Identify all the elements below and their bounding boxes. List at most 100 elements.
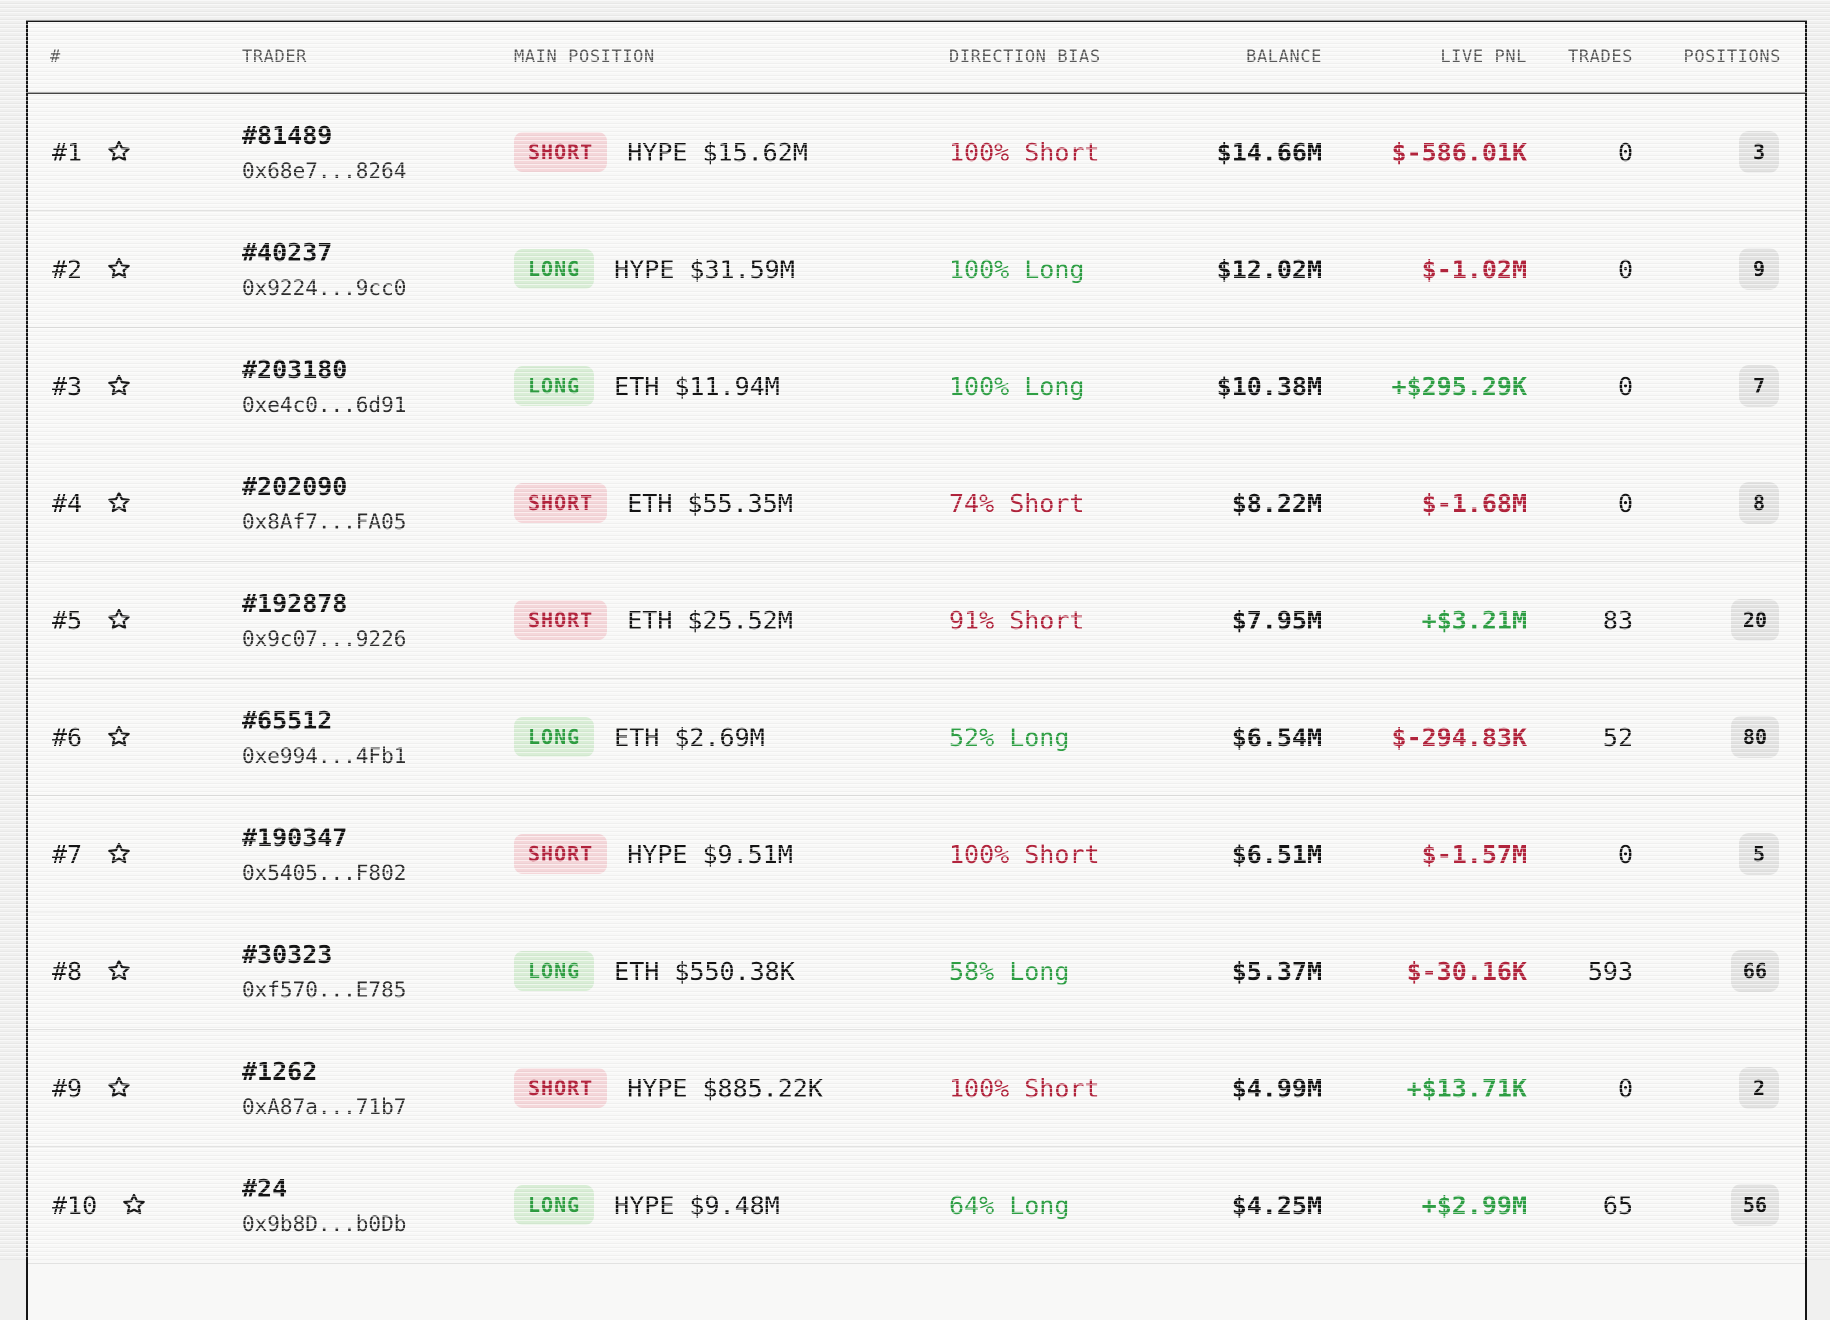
star-icon: [106, 373, 132, 399]
trader-name: #30323: [242, 942, 514, 967]
trader-cell: #202090 0x8Af7...FA05: [242, 474, 514, 533]
trader-address: 0x9224...9cc0: [242, 278, 514, 299]
positions-count-badge: 66: [1731, 950, 1779, 992]
trader-row[interactable]: #1 #81489 0x68e7...8264 SHORT HYPE $15.6…: [28, 94, 1805, 211]
favorite-star-button[interactable]: [106, 490, 132, 516]
rank-cell: #6: [28, 723, 242, 752]
trader-cell: #192878 0x9c07...9226: [242, 591, 514, 650]
rank-label: #6: [52, 723, 82, 752]
balance-value: $12.02M: [1172, 255, 1322, 284]
trader-address: 0xA87a...71b7: [242, 1097, 514, 1118]
positions-cell: 66: [1633, 950, 1805, 992]
main-position-cell: SHORT ETH $25.52M: [514, 600, 949, 640]
column-header-rank: #: [28, 47, 242, 67]
rank-label: #4: [52, 489, 82, 518]
main-position-value: HYPE $15.62M: [627, 138, 808, 167]
trader-cell: #203180 0xe4c0...6d91: [242, 357, 514, 416]
trader-name: #24: [242, 1176, 514, 1201]
main-position-value: ETH $550.38K: [614, 957, 795, 986]
main-position-cell: SHORT HYPE $885.22K: [514, 1068, 949, 1108]
trader-address: 0xe4c0...6d91: [242, 395, 514, 416]
trader-row[interactable]: #8 #30323 0xf570...E785 LONG ETH $550.38…: [28, 913, 1805, 1030]
main-position-cell: SHORT ETH $55.35M: [514, 483, 949, 523]
trader-name: #192878: [242, 591, 514, 616]
positions-cell: 7: [1633, 365, 1805, 407]
table-header-row: # TRADER MAIN POSITION DIRECTION BIAS BA…: [28, 22, 1805, 94]
trader-address: 0x5405...F802: [242, 863, 514, 884]
trader-cell: #24 0x9b8D...b0Db: [242, 1176, 514, 1235]
favorite-star-button[interactable]: [106, 958, 132, 984]
rank-label: #1: [52, 138, 82, 167]
live-pnl-value: $-30.16K: [1322, 957, 1527, 986]
star-icon: [106, 1075, 132, 1101]
table-body: #1 #81489 0x68e7...8264 SHORT HYPE $15.6…: [28, 94, 1805, 1264]
rank-cell: #4: [28, 489, 242, 518]
main-position-cell: LONG ETH $11.94M: [514, 366, 949, 406]
direction-bias-value: 100% Long: [949, 255, 1172, 284]
balance-value: $10.38M: [1172, 372, 1322, 401]
favorite-star-button[interactable]: [106, 139, 132, 165]
positions-cell: 56: [1633, 1184, 1805, 1226]
positions-count-badge: 80: [1731, 716, 1779, 758]
trader-cell: #30323 0xf570...E785: [242, 942, 514, 1001]
favorite-star-button[interactable]: [106, 841, 132, 867]
trader-row[interactable]: #5 #192878 0x9c07...9226 SHORT ETH $25.5…: [28, 562, 1805, 679]
live-pnl-value: $-1.57M: [1322, 840, 1527, 869]
star-icon: [106, 139, 132, 165]
trader-cell: #65512 0xe994...4Fb1: [242, 708, 514, 767]
trader-row[interactable]: #6 #65512 0xe994...4Fb1 LONG ETH $2.69M …: [28, 679, 1805, 796]
direction-bias-value: 100% Long: [949, 372, 1172, 401]
trader-row[interactable]: #10 #24 0x9b8D...b0Db LONG HYPE $9.48M 6…: [28, 1147, 1805, 1264]
direction-bias-value: 91% Short: [949, 606, 1172, 635]
trader-row[interactable]: #3 #203180 0xe4c0...6d91 LONG ETH $11.94…: [28, 328, 1805, 445]
star-icon: [121, 1192, 147, 1218]
trader-address: 0x68e7...8264: [242, 161, 514, 182]
side-badge: SHORT: [514, 600, 607, 640]
favorite-star-button[interactable]: [121, 1192, 147, 1218]
trades-value: 0: [1527, 255, 1633, 284]
favorite-star-button[interactable]: [106, 256, 132, 282]
favorite-star-button[interactable]: [106, 1075, 132, 1101]
side-badge: SHORT: [514, 834, 607, 874]
trader-row[interactable]: #2 #40237 0x9224...9cc0 LONG HYPE $31.59…: [28, 211, 1805, 328]
trader-row[interactable]: #7 #190347 0x5405...F802 SHORT HYPE $9.5…: [28, 796, 1805, 913]
side-badge: SHORT: [514, 1068, 607, 1108]
direction-bias-value: 74% Short: [949, 489, 1172, 518]
main-position-value: HYPE $31.59M: [614, 255, 795, 284]
favorite-star-button[interactable]: [106, 724, 132, 750]
trades-value: 52: [1527, 723, 1633, 752]
main-position-cell: LONG HYPE $31.59M: [514, 249, 949, 289]
main-position-cell: LONG ETH $2.69M: [514, 717, 949, 757]
live-pnl-value: +$3.21M: [1322, 606, 1527, 635]
positions-cell: 5: [1633, 833, 1805, 875]
main-position-cell: SHORT HYPE $15.62M: [514, 132, 949, 172]
trades-value: 0: [1527, 489, 1633, 518]
positions-count-badge: 5: [1739, 833, 1779, 875]
side-badge: LONG: [514, 1185, 594, 1225]
star-icon: [106, 958, 132, 984]
positions-cell: 80: [1633, 716, 1805, 758]
main-position-value: ETH $55.35M: [627, 489, 793, 518]
live-pnl-value: +$2.99M: [1322, 1191, 1527, 1220]
positions-count-badge: 3: [1739, 131, 1779, 173]
trader-name: #65512: [242, 708, 514, 733]
balance-value: $4.25M: [1172, 1191, 1322, 1220]
trader-address: 0x8Af7...FA05: [242, 512, 514, 533]
column-header-live-pnl: LIVE PNL: [1322, 47, 1527, 67]
balance-value: $14.66M: [1172, 138, 1322, 167]
column-header-balance: BALANCE: [1172, 47, 1322, 67]
column-header-positions: POSITIONS: [1633, 47, 1805, 67]
trader-row[interactable]: #9 #1262 0xA87a...71b7 SHORT HYPE $885.2…: [28, 1030, 1805, 1147]
balance-value: $8.22M: [1172, 489, 1322, 518]
trader-cell: #40237 0x9224...9cc0: [242, 240, 514, 299]
trader-row[interactable]: #4 #202090 0x8Af7...FA05 SHORT ETH $55.3…: [28, 445, 1805, 562]
main-position-value: HYPE $9.51M: [627, 840, 793, 869]
live-pnl-value: $-1.02M: [1322, 255, 1527, 284]
favorite-star-button[interactable]: [106, 607, 132, 633]
favorite-star-button[interactable]: [106, 373, 132, 399]
balance-value: $4.99M: [1172, 1074, 1322, 1103]
trades-value: 593: [1527, 957, 1633, 986]
positions-count-badge: 9: [1739, 248, 1779, 290]
main-position-cell: SHORT HYPE $9.51M: [514, 834, 949, 874]
trades-value: 0: [1527, 1074, 1633, 1103]
